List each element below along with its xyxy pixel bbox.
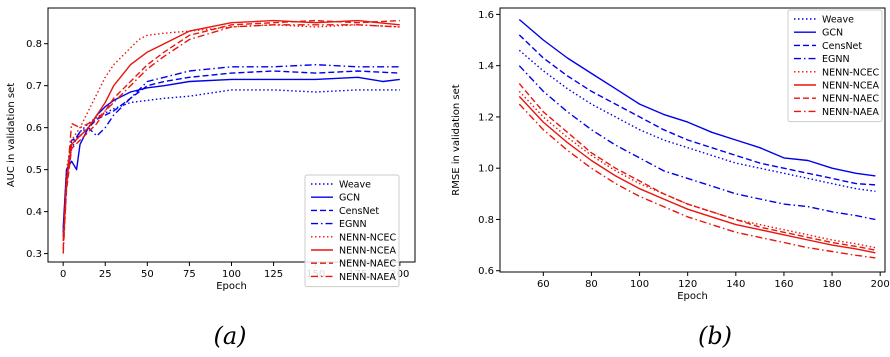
series-line-nenn-naea [62,24,400,254]
legend: Weave GCN CensNet EGNN NENN-NCEC NENN-NCEA NEN… [304,174,400,288]
x-tick-label: 140 [726,279,745,290]
series-line-nenn-naea [518,103,876,259]
x-tick-label: 125 [264,269,283,280]
y-axis-label: RMSE in validation set [451,84,462,195]
legend-label: Weave [822,15,854,26]
x-tick-label: 50 [141,269,154,280]
y-tick-label: 0.8 [26,39,42,50]
x-tick-label: 100 [222,269,241,280]
x-tick-label: 25 [99,269,112,280]
legend-label: NENN-NCEA [822,81,879,92]
series-line-nenn-naec [518,83,876,251]
plot-frame [499,7,886,273]
caption-b: (b) [697,322,733,350]
series-line-censnet [518,34,876,186]
series-line-egnn [518,65,876,221]
x-axis-label: Epoch [216,281,247,292]
legend-label: EGNN [339,219,367,230]
y-tick-label: 0.6 [26,123,42,134]
x-axis-label: Epoch [677,291,708,302]
y-tick-label: 0.4 [26,207,42,218]
legend-label: GCN [339,193,360,204]
rmse-chart: 60 80 100 120 140 160 180 200 0.6 0.8 1.0 1.2 1.4 1.6… [451,7,890,302]
legend-label: GCN [822,28,843,39]
series-line-gcn [62,76,400,229]
y-axis-label: AUC in validation set [6,83,17,187]
x-tick-label: 60 [537,279,550,290]
y-tick-label: 0.7 [26,81,42,92]
y-tick-label: 0.5 [26,165,42,176]
x-tick-label: 80 [585,279,598,290]
legend-label: CensNet [339,206,379,217]
y-tick-label: 1.2 [478,112,494,123]
legend-label: NENN-NAEC [822,94,879,105]
legend-box [787,9,883,123]
series-line-nenn-ncec [62,24,400,246]
auc-chart: 02550751001251501752000.30.40.50.60.70.8… [6,7,416,292]
caption-a: (a) [213,322,247,350]
x-tick-label: 0 [60,269,66,280]
legend-label: NENN-NAEA [339,272,396,283]
series-line-egnn [62,63,400,237]
x-tick-label: 180 [823,279,842,290]
legend-label: EGNN [822,54,850,65]
x-tick-label: 100 [630,279,649,290]
y-tick-label: 1.4 [478,61,494,72]
series-line-gcn [518,18,876,177]
legend-box [304,174,400,288]
y-tick-label: 0.3 [26,249,42,260]
y-tick-label: 1.6 [478,10,494,21]
legend-label: NENN-NAEA [822,107,879,118]
legend-label: NENN-NCEC [822,67,879,78]
y-tick-label: 0.6 [478,266,494,277]
legend-label: Weave [339,180,371,191]
x-tick-label: 200 [390,269,409,280]
y-tick-label: 0.8 [478,215,494,226]
series-line-weave [518,49,876,192]
x-tick-label: 120 [678,279,697,290]
series-line-nenn-ncea [518,95,876,254]
x-tick-label: 200 [871,279,890,290]
legend: Weave GCN CensNet EGNN NENN-NCEC NENN-NCEA NEN… [787,9,883,123]
legend-label: NENN-NCEA [339,246,396,257]
legend-label: NENN-NCEC [339,232,396,243]
x-tick-label: 75 [183,269,196,280]
legend-label: NENN-NAEC [339,259,396,270]
legend-label: CensNet [822,41,862,52]
y-tick-label: 1.0 [478,164,494,175]
series-line-nenn-naec [62,19,400,250]
x-tick-label: 160 [774,279,793,290]
